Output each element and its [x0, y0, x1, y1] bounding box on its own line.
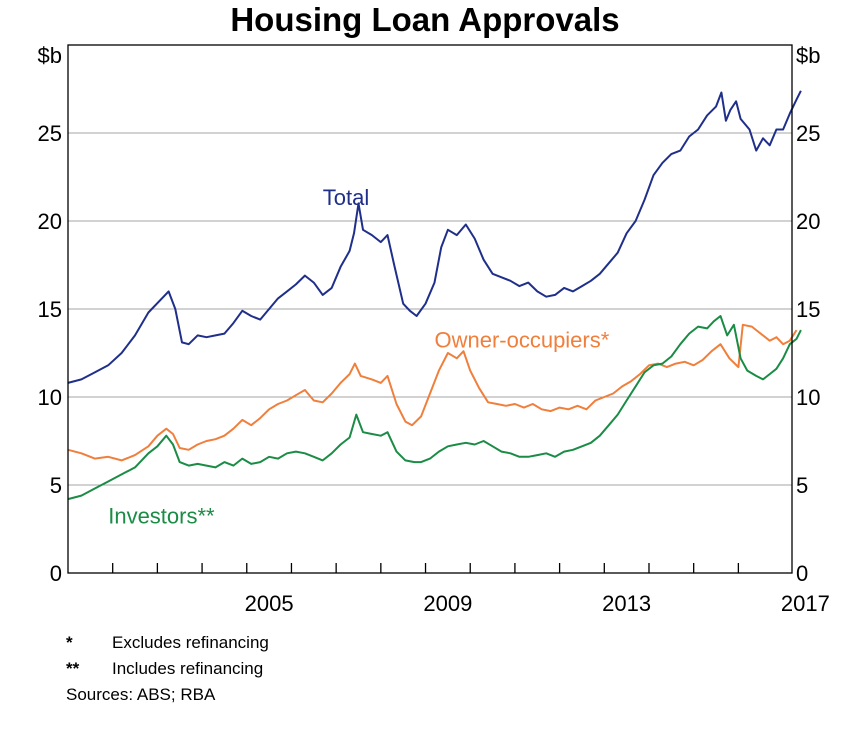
x-tick-label: 2005 [245, 591, 294, 616]
series-line-investors [67, 315, 802, 501]
x-tick-label: 2009 [423, 591, 472, 616]
y-tick-label-right: 25 [796, 121, 820, 146]
y-tick-label-right: 10 [796, 385, 820, 410]
x-tick-label: 2013 [602, 591, 651, 616]
footnotes: * Excludes refinancing ** Includes refin… [66, 630, 269, 708]
sources-line: Sources: ABS; RBA [66, 685, 216, 704]
y-tick-label-right: 0 [796, 561, 808, 586]
y-tick-label-left: 15 [38, 297, 62, 322]
plot-frame [67, 44, 793, 574]
footnote-mark: ** [66, 659, 80, 678]
y-unit-right: $b [796, 43, 820, 68]
y-tick-label-left: 10 [38, 385, 62, 410]
footnote-text: Includes refinancing [112, 659, 264, 678]
footnote-excludes: * Excludes refinancing [66, 630, 269, 656]
y-tick-label-right: 15 [796, 297, 820, 322]
footnote-text: Excludes refinancing [112, 633, 269, 652]
y-tick-label-left: 25 [38, 121, 62, 146]
series-label: Total [323, 185, 369, 210]
x-tick-label: 2017 [781, 591, 830, 616]
series-label: Owner-occupiers* [434, 328, 609, 353]
y-tick-label-left: 5 [50, 473, 62, 498]
axes [67, 44, 793, 574]
series-label: Investors** [108, 504, 215, 529]
series-line-total [67, 90, 802, 384]
gridlines [68, 132, 792, 486]
series-labels: Total Owner-occupiers* Investors** [108, 185, 610, 529]
y-tick-label-left: 0 [50, 561, 62, 586]
y-tick-label-left: 20 [38, 209, 62, 234]
y-unit-left: $b [38, 43, 62, 68]
y-tick-label-right: 20 [796, 209, 820, 234]
footnote-mark: * [66, 633, 73, 652]
series-line-owneroccupiers [67, 323, 798, 462]
series-lines [67, 90, 802, 501]
y-tick-label-right: 5 [796, 473, 808, 498]
footnote-includes: ** Includes refinancing [66, 656, 269, 682]
axis-labels: 0 0 5 5 10 10 15 15 20 20 25 25 $b $b 2005 2009 2013 2017 [38, 43, 830, 616]
chart-title: Housing Loan Approvals [230, 1, 620, 38]
